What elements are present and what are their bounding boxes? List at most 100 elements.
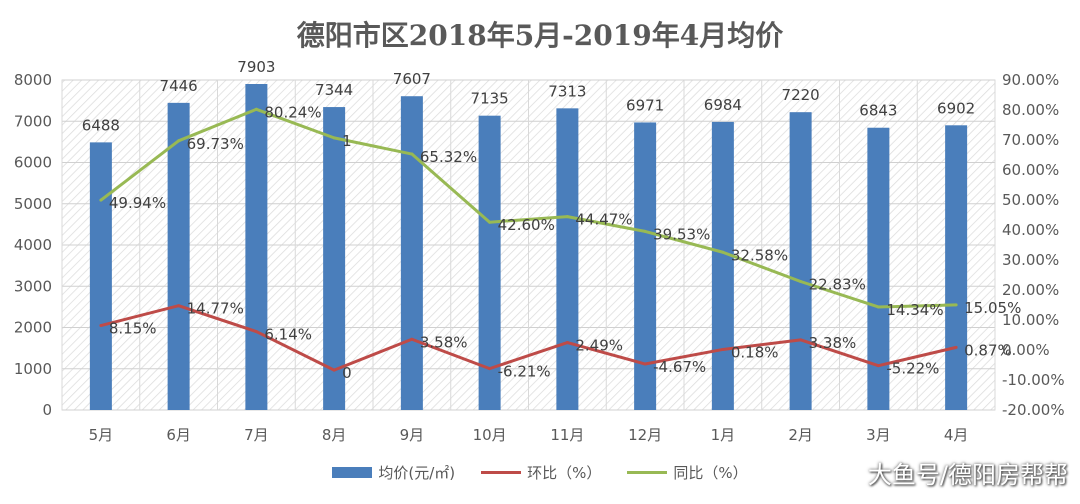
legend-swatch <box>332 467 373 478</box>
x-axis-tick: 6月 <box>166 426 191 444</box>
bar-value-label: 7446 <box>160 77 198 95</box>
data-labels: 6488 7446 7903 7344 7607 7135 7313 6971 6984 7220… <box>82 58 1022 382</box>
line-value-label: 2.49% <box>575 337 623 355</box>
chart-title: 德阳市区2018年5月-2019年4月均价 <box>296 19 784 52</box>
bar <box>89 142 112 410</box>
line-value-label: 6.14% <box>264 326 312 344</box>
line-point <box>876 305 880 309</box>
x-axis-tick: 9月 <box>400 426 425 444</box>
gridlines <box>61 79 996 411</box>
bar <box>556 108 579 411</box>
left-axis-tick: 0 <box>42 401 52 419</box>
line-value-label: -5.22% <box>886 360 939 378</box>
line-value-label: 15.05% <box>964 299 1021 317</box>
x-axis-tick: 2月 <box>788 426 813 444</box>
x-axis-tick: 3月 <box>866 426 891 444</box>
line-value-label: 69.73% <box>187 135 244 153</box>
left-axis-tick: 3000 <box>14 277 52 295</box>
right-axis-tick: 30.00% <box>1002 251 1059 269</box>
left-axis-tick: 2000 <box>14 319 52 337</box>
line-value-label: -6.21% <box>498 363 551 381</box>
right-axis-tick: 20.00% <box>1002 281 1059 299</box>
line-series <box>99 107 958 372</box>
legend-item-price: 均价(元/㎡) <box>332 462 455 483</box>
line-point <box>954 303 958 307</box>
line-value-label: 14.77% <box>187 300 244 318</box>
right-axis-tick: 80.00% <box>1002 101 1059 119</box>
bar <box>400 96 423 411</box>
right-axis-tick: -10.00% <box>1002 371 1065 389</box>
right-axis-tick: 40.00% <box>1002 221 1059 239</box>
legend-item-mom: 环比（%） <box>481 462 601 483</box>
x-axis-tick: 10月 <box>473 426 507 444</box>
mom-line <box>100 304 957 372</box>
line-point <box>565 341 569 345</box>
x-axis-tick: 12月 <box>628 426 662 444</box>
line-value-label: 0.87% <box>964 341 1012 359</box>
line-point <box>799 280 803 284</box>
line-point <box>177 139 181 143</box>
left-axis-tick: 4000 <box>14 236 52 254</box>
bar <box>711 121 734 410</box>
line-point <box>643 362 647 366</box>
x-axis-tick: 1月 <box>711 426 736 444</box>
line-point <box>643 229 647 233</box>
line-point <box>332 368 336 372</box>
line-value-label: 32.58% <box>731 246 788 264</box>
bar-value-label: 7903 <box>237 58 275 76</box>
line-point <box>721 250 725 254</box>
legend-item-yoy: 同比（%） <box>627 462 748 483</box>
line-value-label: 49.94% <box>109 194 166 212</box>
bar <box>634 122 657 410</box>
left-axis-tick: 6000 <box>14 154 52 172</box>
bar <box>167 102 190 410</box>
line-point <box>721 347 725 351</box>
line-value-label: 39.53% <box>653 225 710 243</box>
bar <box>245 84 268 410</box>
legend-label: 均价(元/㎡) <box>378 464 456 482</box>
bar-value-label: 7344 <box>315 81 353 99</box>
line-point <box>99 324 103 328</box>
legend-swatch <box>627 471 668 474</box>
line-point <box>410 337 414 341</box>
line-point <box>410 152 414 156</box>
bar <box>478 115 501 411</box>
line-value-label: 80.24% <box>264 103 321 121</box>
legend-label: 环比（%） <box>527 464 602 482</box>
bar-value-label: 6843 <box>859 102 897 120</box>
bar-value-label: 6971 <box>626 96 664 114</box>
x-axis-tick: 8月 <box>322 426 347 444</box>
line-value-label: 3.38% <box>809 334 857 352</box>
line-value-label: 1 <box>342 132 352 150</box>
line-value-label: 65.32% <box>420 148 477 166</box>
x-axis-tick: 7月 <box>244 426 269 444</box>
right-axis-tick: 90.00% <box>1002 71 1059 89</box>
line-point <box>332 136 336 140</box>
watermark: 大鱼号/德阳房帮帮 <box>867 461 1068 489</box>
line-point <box>177 304 181 308</box>
line-value-label: 42.60% <box>498 216 555 234</box>
line-value-label: 22.83% <box>809 276 866 294</box>
left-axis-tick: 8000 <box>14 71 52 89</box>
legend-label: 同比（%） <box>673 464 748 482</box>
bar-value-label: 6488 <box>82 116 120 134</box>
line-value-label: -4.67% <box>653 358 706 376</box>
line-point <box>254 107 258 111</box>
line-point <box>876 364 880 368</box>
x-axis-tick: 11月 <box>550 426 584 444</box>
x-axis-tick: 4月 <box>944 426 969 444</box>
bar-value-label: 7313 <box>548 82 586 100</box>
line-point <box>565 215 569 219</box>
bar <box>789 112 812 411</box>
bar <box>867 127 890 410</box>
left-axis-tick: 7000 <box>14 112 52 130</box>
line-point <box>254 330 258 334</box>
bar-series <box>89 84 968 411</box>
line-value-label: 14.34% <box>886 301 943 319</box>
line-value-label: 0 <box>342 364 352 382</box>
bar <box>945 125 968 410</box>
line-point <box>488 220 492 224</box>
bar-value-label: 6984 <box>704 96 742 114</box>
bar <box>323 107 346 410</box>
